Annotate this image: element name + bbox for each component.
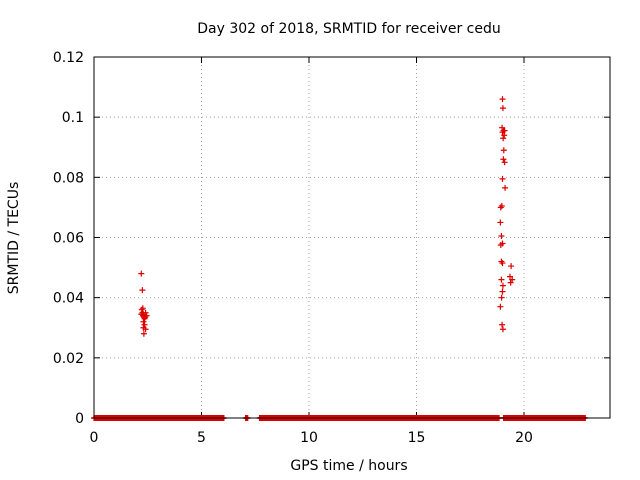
data-point [500, 135, 507, 142]
x-tick-label: 0 [90, 430, 99, 446]
data-point [501, 132, 508, 139]
x-tick-label: 20 [515, 430, 533, 446]
data-point [499, 321, 506, 328]
data-point [140, 330, 147, 337]
y-tick-label: 0.08 [53, 170, 84, 186]
data-point [498, 232, 505, 239]
data-point [508, 263, 515, 270]
data-point [500, 147, 507, 154]
data-point [499, 260, 506, 267]
grid-layer [94, 57, 610, 418]
data-point [507, 273, 514, 280]
x-axis-label: GPS time / hours [290, 458, 407, 474]
data-point [500, 156, 507, 163]
data-point [138, 311, 145, 318]
data-point [140, 318, 147, 325]
y-tick-label: 0.04 [53, 291, 84, 307]
data-point [499, 282, 506, 289]
y-tick-label: 0.12 [53, 50, 84, 66]
data-point [142, 314, 149, 321]
data-point [499, 288, 506, 295]
data-point [507, 279, 514, 286]
data-point [498, 294, 505, 301]
data-point [497, 303, 504, 310]
y-tick-label: 0.1 [62, 110, 84, 126]
y-axis-label: SRMTID / TECUs [6, 182, 22, 295]
data-point [141, 321, 148, 328]
data-point [501, 159, 508, 166]
chart-title: Day 302 of 2018, SRMTID for receiver ced… [197, 21, 500, 37]
data-point [499, 129, 506, 136]
data-point [499, 96, 506, 103]
y-tick-label: 0.02 [53, 351, 84, 367]
y-tick-label: 0.06 [53, 231, 84, 247]
data-point [499, 326, 506, 333]
y-tick-label: 0 [75, 411, 84, 427]
data-point [509, 276, 516, 283]
tick-layer: 0 5 10 15 20 0 0.02 0.04 0.06 0.08 0.1 0.12 [53, 50, 610, 446]
x-tick-label: 15 [408, 430, 426, 446]
series-layer [91, 96, 589, 421]
data-point [138, 270, 145, 277]
data-point [139, 305, 146, 312]
data-point [499, 105, 506, 112]
x-tick-label: 10 [300, 430, 318, 446]
data-point [502, 184, 509, 191]
data-point [139, 287, 146, 294]
data-point [498, 276, 505, 283]
data-point [497, 204, 504, 211]
data-point [499, 175, 506, 182]
data-point [142, 326, 149, 333]
data-point [497, 219, 504, 226]
x-tick-label: 5 [197, 430, 206, 446]
plot-frame [93, 56, 611, 419]
data-point [497, 242, 504, 249]
